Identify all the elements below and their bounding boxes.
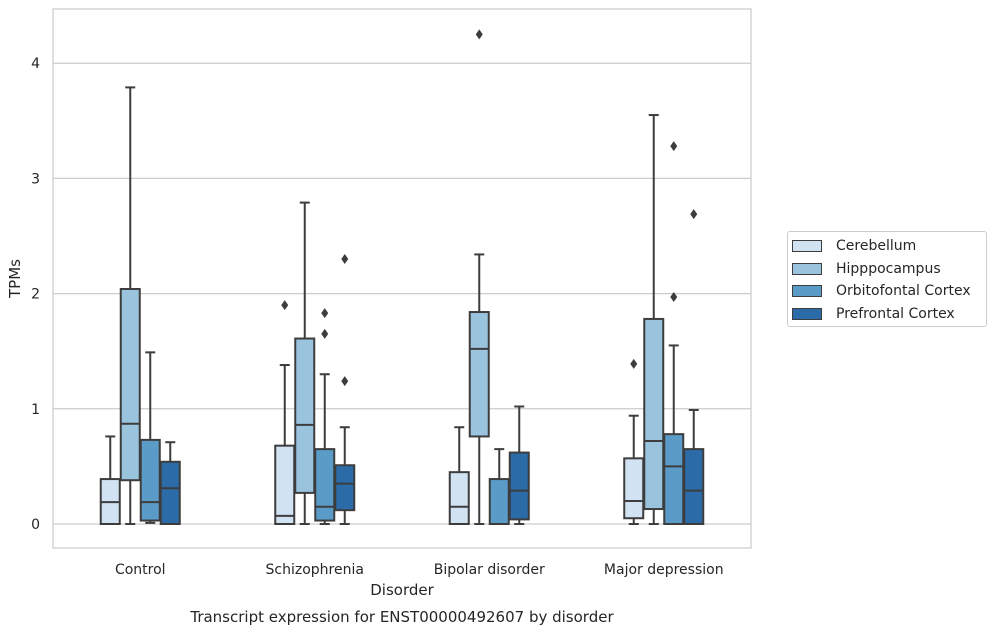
x-axis-ticks: Control Schizophrenia Bipolar disorder Majo… bbox=[115, 562, 724, 578]
legend-item: Orbitofontal Cortex bbox=[792, 280, 986, 303]
box-iqr bbox=[119, 287, 141, 482]
x-tick-label: Schizophrenia bbox=[266, 562, 364, 578]
legend-item: Cerebellum bbox=[792, 235, 986, 258]
box-hipppocampus bbox=[468, 29, 490, 525]
x-tick-label: Major depression bbox=[604, 562, 724, 578]
box-iqr bbox=[139, 438, 161, 522]
legend-item: Prefrontal Cortex bbox=[792, 303, 986, 326]
box-prefrontal-cortex bbox=[334, 254, 356, 525]
box-cerebellum bbox=[623, 358, 645, 525]
outlier-point bbox=[281, 300, 289, 311]
box-iqr bbox=[488, 478, 510, 525]
box-orbitofontal-cortex bbox=[488, 448, 510, 525]
box-series bbox=[99, 29, 705, 526]
box-cerebellum bbox=[448, 426, 470, 526]
box-iqr bbox=[334, 464, 356, 512]
outlier-point bbox=[630, 358, 638, 369]
box-hipppocampus bbox=[119, 86, 141, 525]
outlier-point bbox=[341, 254, 349, 265]
legend-label: Hipppocampus bbox=[836, 260, 941, 277]
box-orbitofontal-cortex bbox=[314, 308, 336, 525]
y-tick-label: 1 bbox=[31, 402, 40, 418]
box-cerebellum bbox=[274, 300, 296, 525]
outlier-point bbox=[321, 308, 329, 319]
outlier-point bbox=[341, 376, 349, 387]
box-iqr bbox=[468, 311, 490, 438]
x-axis-label: Disorder bbox=[370, 581, 434, 599]
box-iqr bbox=[314, 448, 336, 522]
box-cerebellum bbox=[99, 435, 121, 525]
y-tick-label: 3 bbox=[31, 171, 40, 187]
box-iqr bbox=[448, 471, 470, 526]
y-axis-label: TPMs bbox=[6, 259, 24, 299]
legend-swatch bbox=[792, 285, 822, 298]
legend-item: Hipppocampus bbox=[792, 258, 986, 281]
legend-swatch bbox=[792, 262, 822, 275]
y-axis-ticks: 0 1 2 3 4 bbox=[31, 56, 40, 533]
box-hipppocampus bbox=[643, 114, 665, 525]
box-orbitofontal-cortex bbox=[663, 141, 685, 526]
box-iqr bbox=[683, 448, 705, 525]
outlier-point bbox=[670, 141, 678, 152]
box-iqr bbox=[623, 457, 645, 520]
legend-swatch bbox=[792, 240, 822, 253]
y-tick-label: 4 bbox=[31, 56, 40, 72]
x-tick-label: Control bbox=[115, 562, 166, 578]
box-prefrontal-cortex bbox=[508, 405, 530, 525]
box-iqr bbox=[159, 460, 181, 525]
legend: Cerebellum Hipppocampus Orbitofontal Corte… bbox=[787, 231, 987, 327]
legend-swatch bbox=[792, 307, 822, 320]
box-prefrontal-cortex bbox=[683, 209, 705, 525]
outlier-point bbox=[475, 29, 483, 40]
box-orbitofontal-cortex bbox=[139, 351, 161, 524]
box-iqr bbox=[294, 337, 316, 494]
box-iqr bbox=[663, 433, 685, 526]
y-tick-label: 0 bbox=[31, 517, 40, 533]
box-iqr bbox=[274, 444, 296, 525]
legend-label: Orbitofontal Cortex bbox=[836, 283, 971, 300]
outlier-point bbox=[670, 292, 678, 303]
x-tick-label: Bipolar disorder bbox=[434, 562, 545, 578]
box-iqr bbox=[643, 317, 665, 511]
outlier-point bbox=[321, 328, 329, 339]
legend-label: Prefrontal Cortex bbox=[836, 305, 955, 322]
outlier-point bbox=[690, 209, 698, 220]
chart-title: Transcript expression for ENST0000049260… bbox=[189, 608, 614, 626]
box-prefrontal-cortex bbox=[159, 441, 181, 525]
y-tick-label: 2 bbox=[31, 287, 40, 303]
box-iqr bbox=[508, 451, 530, 521]
box-hipppocampus bbox=[294, 201, 316, 525]
plot-frame bbox=[52, 8, 752, 549]
legend-label: Cerebellum bbox=[836, 238, 917, 255]
